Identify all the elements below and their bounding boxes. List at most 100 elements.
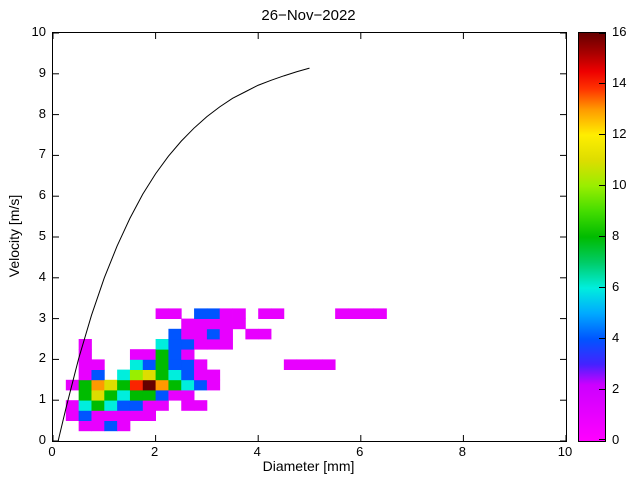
heatmap-cell (155, 349, 169, 360)
heatmap-cell (206, 379, 221, 391)
colorbar-tick-mark (599, 287, 605, 288)
heatmap-cell (142, 379, 156, 391)
colorbar (578, 32, 606, 442)
heatmap-cell (104, 390, 118, 401)
y-tick-label: 9 (38, 64, 46, 80)
heatmap-cell (245, 328, 259, 340)
heatmap-cell (155, 359, 169, 370)
y-tick-label: 4 (38, 268, 46, 284)
heatmap-cell (335, 308, 349, 319)
terminal-velocity-curve (57, 67, 310, 441)
heatmap-cell (129, 379, 144, 391)
heatmap-cell (219, 308, 233, 319)
heatmap-cell (91, 359, 105, 370)
heatmap-cell (129, 369, 144, 381)
heatmap-cell (194, 328, 208, 340)
y-tick-label: 10 (31, 24, 46, 39)
heatmap-cell (194, 359, 208, 370)
heatmap-cell (142, 349, 156, 360)
heatmap-cell (219, 328, 233, 340)
y-tick-label: 6 (38, 187, 46, 203)
colorbar-tick-label: 14 (612, 75, 627, 90)
heatmap-cell (168, 379, 182, 391)
heatmap-cell (104, 400, 118, 411)
heatmap-cell (104, 420, 118, 432)
heatmap-cell (373, 308, 387, 319)
x-tick-label: 4 (253, 444, 261, 459)
heatmap-cell (155, 379, 169, 391)
colorbar-tick-mark (599, 389, 605, 390)
heatmap-cell (78, 339, 92, 350)
heatmap-cell (206, 318, 221, 330)
heatmap-cell (194, 318, 208, 330)
heatmap-cell (91, 410, 105, 421)
colorbar-tick-mark (599, 439, 605, 440)
heatmap-cell (65, 410, 80, 421)
heatmap-cell (78, 410, 92, 421)
heatmap-cell (181, 359, 195, 370)
heatmap-cell (322, 359, 336, 370)
heatmap-cell (360, 308, 375, 319)
y-tick-label: 1 (38, 391, 46, 407)
heatmap-cell (168, 369, 182, 381)
heatmap-cell (155, 390, 169, 401)
colorbar-tick-mark (599, 33, 605, 34)
heatmap-cell (258, 308, 272, 319)
heatmap-cell (181, 318, 195, 330)
colorbar-tick-label: 0 (612, 432, 620, 447)
heatmap-cell (309, 359, 323, 370)
heatmap-cell (78, 369, 92, 381)
heatmap-cell (168, 339, 182, 350)
heatmap-cell (194, 369, 208, 381)
heatmap-cell (181, 400, 195, 411)
heatmap-cell (78, 359, 92, 370)
y-tick-label: 0 (38, 432, 46, 447)
colorbar-tick-label: 2 (612, 381, 620, 396)
heatmap-cell (91, 400, 105, 411)
heatmap-cell (78, 349, 92, 360)
heatmap-cell (104, 410, 118, 421)
heatmap-cell (206, 308, 221, 319)
colorbar-tick-mark (599, 83, 605, 84)
heatmap-cell (78, 400, 92, 411)
heatmap-cell (168, 390, 182, 401)
heatmap-cell (181, 349, 195, 360)
heatmap-cell (206, 328, 221, 340)
y-tick-label: 8 (38, 105, 46, 121)
heatmap-cell (219, 339, 233, 350)
heatmap-cell (206, 339, 221, 350)
heatmap-cell (296, 359, 310, 370)
x-tick-label: 6 (356, 444, 364, 459)
heatmap-cell (194, 339, 208, 350)
heatmap-cell (181, 328, 195, 340)
heatmap-cell (91, 379, 105, 391)
heatmap-cell (168, 328, 182, 340)
heatmap-cell (78, 390, 92, 401)
heatmap-canvas (53, 33, 566, 441)
heatmap-cell (168, 308, 182, 319)
heatmap-cell (219, 318, 233, 330)
y-tick-label: 2 (38, 350, 46, 366)
heatmap-cell (142, 390, 156, 401)
x-tick-label: 8 (458, 444, 466, 459)
heatmap-cell (142, 400, 156, 411)
colorbar-tick-label: 8 (612, 228, 620, 243)
heatmap-cell (258, 328, 272, 340)
colorbar-tick-mark (599, 185, 605, 186)
colorbar-tick-mark (599, 236, 605, 237)
colorbar-tick-label: 12 (612, 126, 627, 141)
heatmap-cell (155, 400, 169, 411)
colorbar-tick-label: 4 (612, 330, 620, 345)
heatmap-cell (181, 339, 195, 350)
heatmap-cell (142, 369, 156, 381)
heatmap-cell (117, 369, 131, 381)
colorbar-tick-label: 16 (612, 24, 627, 39)
heatmap-cell (194, 400, 208, 411)
x-axis-label: Diameter [mm] (262, 458, 355, 474)
plot-area (52, 32, 567, 442)
heatmap-cell (91, 420, 105, 432)
heatmap-cell (347, 308, 362, 319)
x-tick-label: 10 (557, 444, 573, 459)
heatmap-cell (283, 359, 298, 370)
heatmap-cell (129, 400, 144, 411)
